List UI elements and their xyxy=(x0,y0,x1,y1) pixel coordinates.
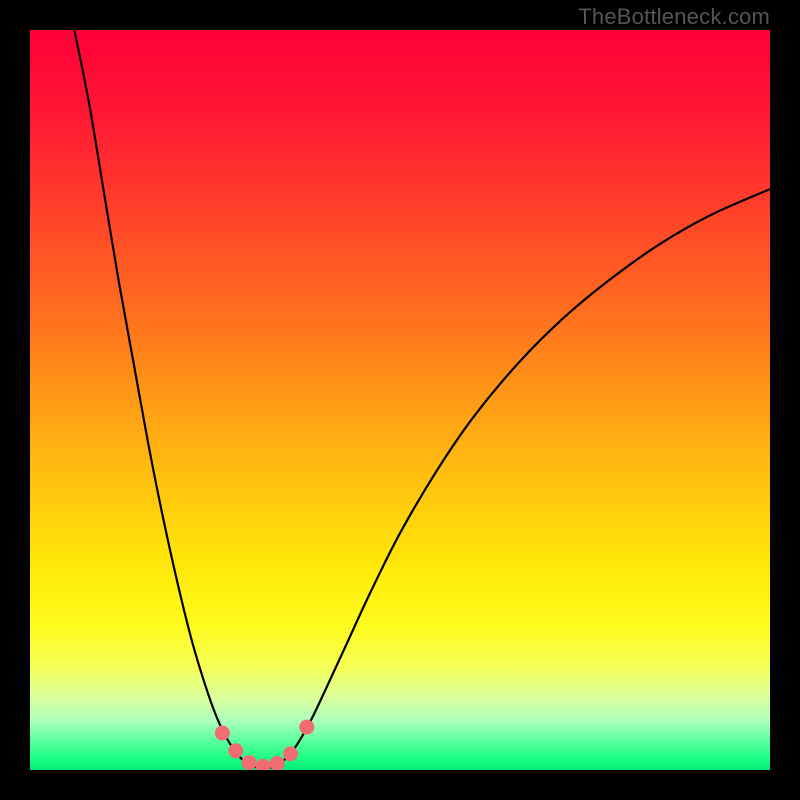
optimal-zone-marker xyxy=(270,756,284,770)
watermark-text: TheBottleneck.com xyxy=(578,4,770,30)
optimal-zone-marker xyxy=(215,726,229,740)
performance-curve-path xyxy=(74,30,770,769)
optimal-zone-marker xyxy=(229,744,243,758)
optimal-zone-marker xyxy=(300,720,314,734)
plot-area xyxy=(30,30,770,770)
bottleneck-curve xyxy=(30,30,770,770)
optimal-zone-marker xyxy=(283,747,297,761)
optimal-zone-marker xyxy=(256,759,270,770)
optimal-zone-marker xyxy=(242,756,256,770)
chart-frame: TheBottleneck.com xyxy=(0,0,800,800)
